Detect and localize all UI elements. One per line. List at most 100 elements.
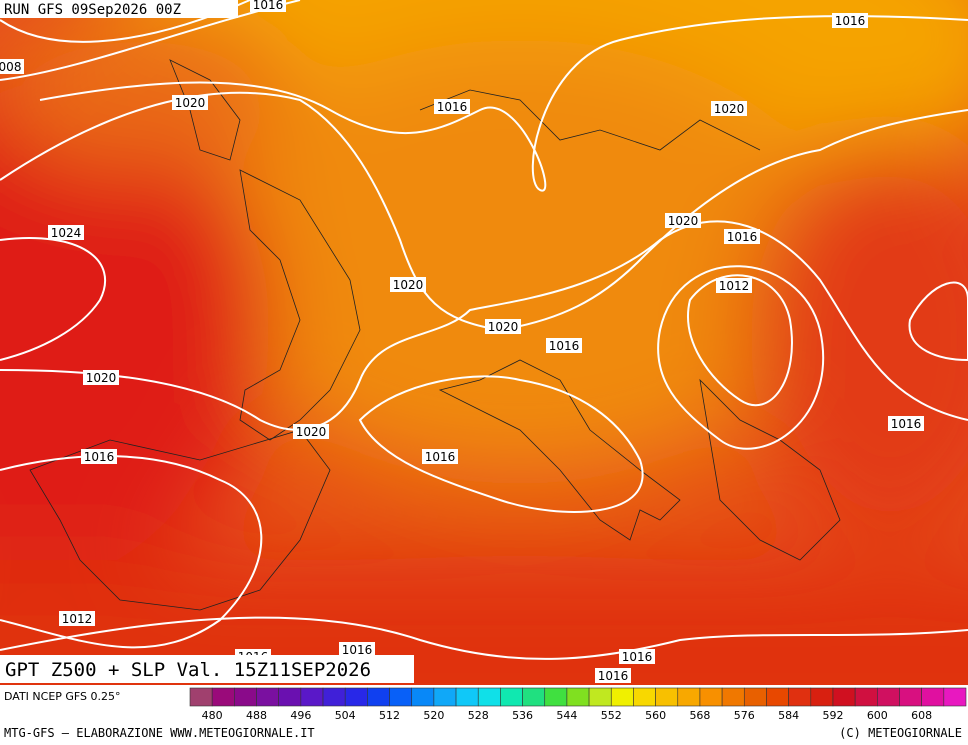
isobar-label: 1016: [835, 14, 866, 28]
legend-tick-label: 576: [734, 709, 755, 722]
legend-tick-label: 528: [468, 709, 489, 722]
legend-tick-label: 592: [822, 709, 843, 722]
legend-tick-label: 584: [778, 709, 799, 722]
legend-tick-label: 568: [689, 709, 710, 722]
run-label: RUN GFS 09Sep2026 00Z: [4, 2, 181, 18]
legend-swatch: [743, 687, 767, 707]
isobar-label: 1016: [342, 643, 373, 657]
legend-swatch: [810, 687, 834, 707]
legend-swatch: [455, 687, 479, 707]
isobar-label: 1020: [86, 371, 117, 385]
legend-swatch: [877, 687, 900, 707]
legend-swatch: [677, 687, 701, 707]
isobar-label: 1024: [51, 226, 82, 240]
legend-swatch: [943, 687, 967, 707]
isobar-label-box: [390, 277, 426, 292]
legend-swatch: [234, 687, 257, 707]
legend-swatch: [832, 687, 856, 707]
legend-tick-label: 504: [335, 709, 356, 722]
legend-tick-label: 552: [601, 709, 622, 722]
isobar-label: 1016: [549, 339, 580, 353]
isobar-label-box: [48, 225, 84, 240]
legend-tick-label: 560: [645, 709, 666, 722]
copyright: (C) METEOGIORNALE: [839, 726, 962, 740]
isobar-label: 1016: [437, 100, 468, 114]
legend-swatch: [588, 687, 612, 707]
isobar-label: 1020: [488, 320, 519, 334]
legend-swatch: [477, 687, 501, 707]
isobar-label-box: [546, 338, 582, 353]
legend-tick-label: 480: [202, 709, 223, 722]
legend-tick-label: 488: [246, 709, 267, 722]
isobar-label: 1020: [296, 425, 327, 439]
isobar-label: 1016: [727, 230, 758, 244]
isobar-label-box: [59, 611, 95, 626]
legend-swatch: [721, 687, 745, 707]
legend-tick-label: 608: [911, 709, 932, 722]
run-box: [0, 0, 238, 18]
isobar-label: 1020: [393, 278, 424, 292]
isobar-label-box: [339, 642, 375, 657]
isobar-label: 1016: [425, 450, 456, 464]
legend-tick-label: 512: [379, 709, 400, 722]
isobars: [0, 0, 968, 660]
legend-swatch: [256, 687, 279, 707]
legend-swatch: [655, 687, 679, 707]
legend-tick-label: 544: [556, 709, 577, 722]
legend-swatch: [699, 687, 723, 707]
legend-tick-label: 496: [290, 709, 311, 722]
isobar-label-box: [619, 649, 655, 664]
legend-swatch: [522, 687, 546, 707]
legend-swatch: [610, 687, 634, 707]
legend-swatch: [211, 687, 235, 707]
isobar-label: 1016: [598, 669, 629, 683]
map-title: GPT Z500 + SLP Val. 15Z11SEP2026: [5, 659, 371, 681]
legend-tick-label: 600: [867, 709, 888, 722]
legend-swatch: [433, 687, 457, 707]
legend-swatch: [411, 687, 435, 707]
legend-swatch: [389, 687, 413, 707]
isobar-label-box: [434, 99, 470, 114]
isobar-label-box: [485, 319, 521, 334]
legend-swatch: [566, 687, 590, 707]
isobar-label-box: [595, 668, 631, 683]
source: DATI NCEP GFS 0.25°: [4, 690, 121, 703]
isobar-label-box: [172, 95, 208, 110]
credit: MTG-GFS — ELABORAZIONE WWW.METEOGIORNALE…: [4, 726, 315, 740]
isobar-label: 1012: [719, 279, 750, 293]
legend-swatch: [633, 687, 656, 707]
isobar-label-box: [250, 0, 286, 12]
isobar-label-box: [724, 229, 760, 244]
isobar-label-box: [81, 449, 117, 464]
legend-tick-label: 520: [423, 709, 444, 722]
legend-swatch: [322, 687, 346, 707]
legend-swatch: [278, 687, 302, 707]
legend-swatch: [300, 687, 324, 707]
isobar-label: 1020: [668, 214, 699, 228]
isobar-label: 1020: [175, 96, 206, 110]
title-box: [0, 655, 414, 683]
legend-tick-label: 536: [512, 709, 533, 722]
legend-swatch: [766, 687, 789, 707]
isobar-label: 1016: [84, 450, 115, 464]
isobar-label-box: [422, 449, 458, 464]
isobar-label: 1016: [622, 650, 653, 664]
legend: 480 488 496 504 512 520 528 536 544 552 560 568 576 5…: [189, 687, 967, 722]
isobar-label: 1012: [62, 612, 93, 626]
isobar-label: 1020: [714, 102, 745, 116]
legend-swatch: [189, 687, 213, 707]
isobar-label-box: [711, 101, 747, 116]
legend-swatch: [921, 687, 945, 707]
coastlines: [29, 59, 841, 611]
legend-swatch: [854, 687, 878, 707]
isobar-label-box: [888, 416, 924, 431]
isobar-label-box: [665, 213, 701, 228]
isobar-label-box: [832, 13, 868, 28]
isobar-label-box: [83, 370, 119, 385]
legend-swatch: [788, 687, 812, 707]
legend-swatch: [344, 687, 368, 707]
isobar-label: 1016: [891, 417, 922, 431]
isobar-label-box: [0, 59, 24, 74]
